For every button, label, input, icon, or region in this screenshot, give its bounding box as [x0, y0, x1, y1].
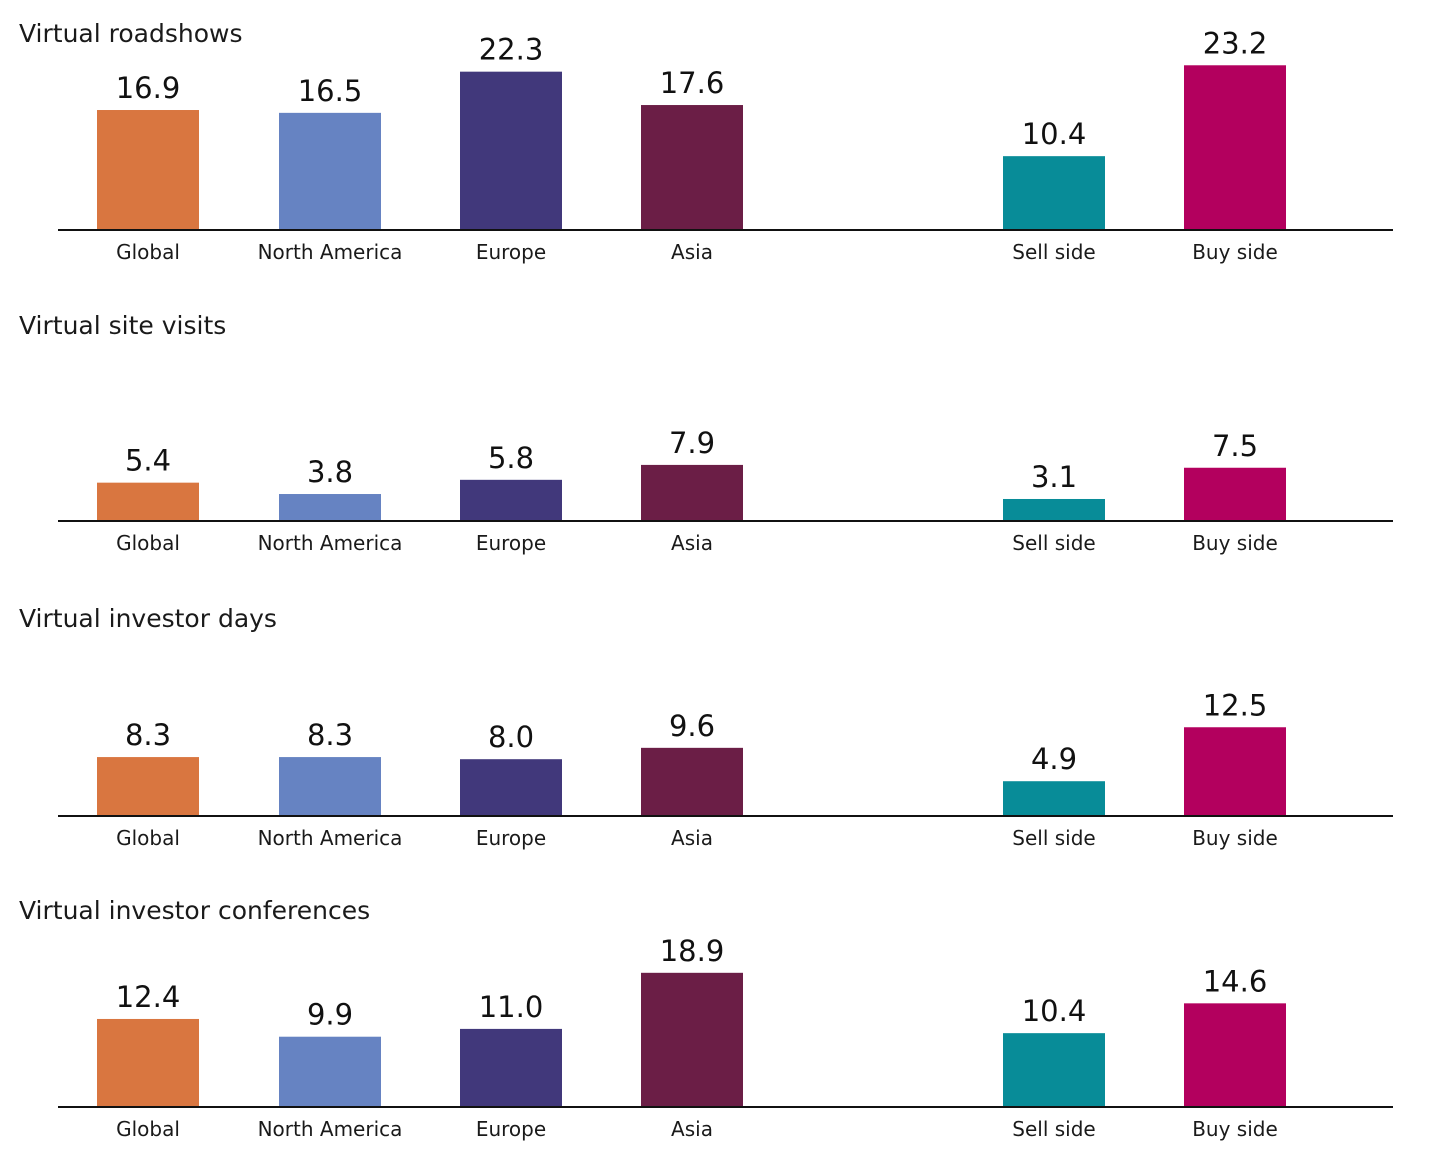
category-label: North America	[258, 826, 403, 850]
category-label: North America	[258, 531, 403, 555]
data-label: 12.4	[116, 980, 181, 1014]
data-label: 17.6	[660, 66, 725, 100]
data-label: 23.2	[1203, 26, 1268, 60]
bar-asia	[641, 105, 743, 230]
data-label: 7.5	[1212, 429, 1258, 463]
bar-europe	[460, 479, 562, 521]
data-label: 9.9	[307, 998, 353, 1032]
category-label: Sell side	[1012, 1117, 1095, 1141]
bar-asia	[641, 972, 743, 1107]
bar-north-america	[279, 1036, 381, 1107]
category-label: Europe	[476, 1117, 546, 1141]
data-label: 16.5	[298, 74, 363, 108]
category-label: Sell side	[1012, 531, 1095, 555]
data-label: 5.8	[488, 441, 534, 475]
chart-panel: Virtual investor conferences 12.4 Global 9.…	[19, 896, 1393, 1141]
data-label: 8.0	[488, 720, 534, 754]
category-label: Global	[116, 240, 180, 264]
bar-sell-side	[1003, 498, 1105, 521]
data-label: 14.6	[1203, 964, 1268, 998]
category-label: Buy side	[1192, 240, 1278, 264]
category-label: North America	[258, 240, 403, 264]
data-label: 10.4	[1022, 117, 1087, 151]
bar-north-america	[279, 757, 381, 816]
category-label: Europe	[476, 240, 546, 264]
data-label: 7.9	[669, 426, 715, 460]
bar-buy-side	[1184, 727, 1286, 816]
bar-global	[97, 482, 199, 521]
chart-panel: Virtual roadshows 16.9 Global 16.5 North Ame…	[19, 19, 1393, 264]
data-label: 9.6	[669, 709, 715, 743]
chart-title: Virtual investor conferences	[19, 896, 370, 925]
category-label: Asia	[671, 826, 713, 850]
data-label: 4.9	[1031, 742, 1077, 776]
category-label: Buy side	[1192, 826, 1278, 850]
data-label: 16.9	[116, 71, 181, 105]
category-label: Asia	[671, 531, 713, 555]
chart-title: Virtual site visits	[19, 311, 226, 340]
chart-title: Virtual roadshows	[19, 19, 243, 48]
bar-asia	[641, 464, 743, 521]
bar-sell-side	[1003, 1033, 1105, 1107]
data-label: 18.9	[660, 934, 725, 968]
bar-europe	[460, 71, 562, 230]
bar-north-america	[279, 112, 381, 230]
bar-buy-side	[1184, 65, 1286, 230]
category-label: Global	[116, 1117, 180, 1141]
bar-buy-side	[1184, 1003, 1286, 1107]
data-label: 11.0	[479, 990, 544, 1024]
bar-sell-side	[1003, 156, 1105, 230]
bar-sell-side	[1003, 781, 1105, 816]
category-label: Asia	[671, 1117, 713, 1141]
data-label: 3.8	[307, 455, 353, 489]
data-label: 22.3	[479, 33, 544, 67]
category-label: Global	[116, 826, 180, 850]
chart-title: Virtual investor days	[19, 604, 277, 633]
data-label: 10.4	[1022, 994, 1087, 1028]
bar-asia	[641, 747, 743, 816]
bar-north-america	[279, 494, 381, 521]
bar-global	[97, 757, 199, 816]
chart-panel: Virtual site visits 5.4 Global 3.8 North Ame…	[19, 311, 1393, 555]
category-label: North America	[258, 1117, 403, 1141]
bar-europe	[460, 759, 562, 816]
category-label: Europe	[476, 531, 546, 555]
category-label: Global	[116, 531, 180, 555]
category-label: Sell side	[1012, 826, 1095, 850]
category-label: Europe	[476, 826, 546, 850]
category-label: Buy side	[1192, 1117, 1278, 1141]
bar-buy-side	[1184, 467, 1286, 521]
data-label: 12.5	[1203, 688, 1268, 722]
category-label: Buy side	[1192, 531, 1278, 555]
category-label: Sell side	[1012, 240, 1095, 264]
bar-global	[97, 1018, 199, 1107]
data-label: 8.3	[125, 718, 171, 752]
data-label: 5.4	[125, 444, 171, 478]
category-label: Asia	[671, 240, 713, 264]
data-label: 8.3	[307, 718, 353, 752]
bar-global	[97, 110, 199, 230]
data-label: 3.1	[1031, 460, 1077, 494]
chart-panel: Virtual investor days 8.3 Global 8.3 North A…	[19, 604, 1393, 850]
bar-europe	[460, 1028, 562, 1107]
